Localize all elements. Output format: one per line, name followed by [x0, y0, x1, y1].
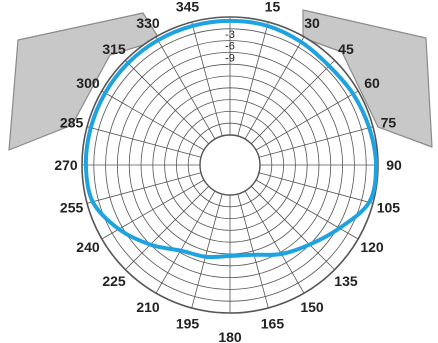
grid-spoke: [255, 90, 359, 151]
grid-spoke: [258, 126, 374, 158]
angle-label-90: 90: [386, 157, 402, 173]
angle-label-30: 30: [304, 15, 320, 31]
angle-label-75: 75: [381, 115, 397, 131]
angle-label-285: 285: [60, 115, 84, 131]
angle-label-210: 210: [136, 299, 160, 315]
angle-label-45: 45: [338, 41, 354, 57]
angle-label-15: 15: [265, 0, 281, 15]
series-line-0: [83, 18, 378, 260]
grid-spoke: [258, 172, 374, 204]
grid-spoke: [86, 172, 202, 204]
grid-spoke: [125, 185, 210, 270]
grid-spoke: [250, 60, 335, 145]
angle-label-195: 195: [176, 315, 200, 331]
grid-spoke: [244, 36, 305, 140]
radial-tick-label: -9: [225, 52, 235, 64]
angle-label-330: 330: [136, 15, 160, 31]
angle-label-270: 270: [54, 157, 78, 173]
grid-spoke: [101, 90, 205, 151]
grid-spoke: [191, 21, 223, 137]
angle-label-225: 225: [102, 273, 126, 289]
angle-label-105: 105: [377, 199, 401, 215]
angle-label-255: 255: [60, 199, 84, 215]
grid-spoke: [155, 36, 216, 140]
left-wing-shape: [8, 12, 161, 151]
grid-spoke: [250, 185, 335, 270]
angle-label-0: 0: [226, 0, 234, 1]
center-hub: [199, 134, 261, 196]
grid-spoke: [125, 60, 210, 145]
grid-spoke: [191, 193, 223, 309]
angle-label-300: 300: [76, 75, 100, 91]
grid-spoke: [86, 126, 202, 158]
angle-label-135: 135: [334, 273, 358, 289]
angle-label-150: 150: [300, 299, 324, 315]
grid-spoke: [244, 190, 305, 294]
angle-label-345: 345: [176, 0, 200, 15]
grid-spoke: [237, 193, 269, 309]
angle-label-165: 165: [261, 315, 285, 331]
grid-spoke: [237, 21, 269, 137]
angle-label-60: 60: [364, 75, 380, 91]
grid-spoke: [155, 190, 216, 294]
radial-tick-label: -3: [225, 29, 235, 41]
angle-label-180: 180: [218, 329, 242, 343]
angle-label-240: 240: [76, 239, 100, 255]
angle-label-315: 315: [102, 41, 126, 57]
angle-label-120: 120: [360, 239, 384, 255]
radial-tick-label: -6: [225, 41, 235, 53]
